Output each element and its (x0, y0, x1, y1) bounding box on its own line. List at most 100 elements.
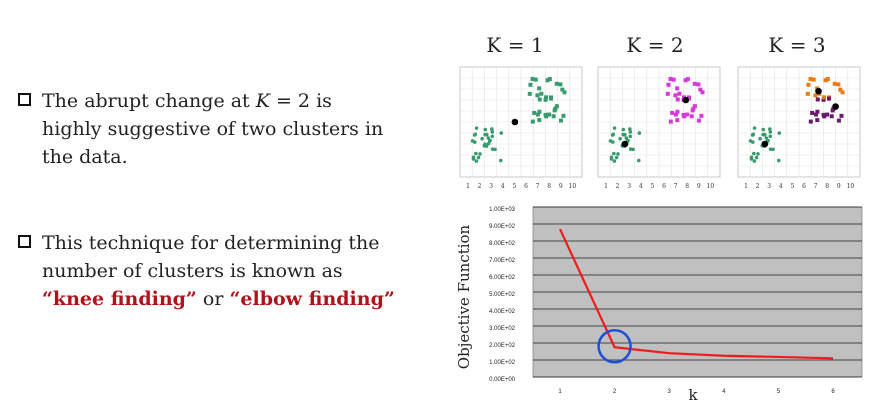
y-tick-label: 6.00E+02 (489, 275, 516, 281)
data-point (551, 114, 556, 119)
panel-title: K = 3 (768, 33, 825, 57)
data-point (827, 96, 832, 101)
bullet-line-2: number of clusters is known as (42, 260, 343, 282)
bullet-text-start: The abrupt change at (42, 90, 256, 112)
scatter-tick-label: 5 (650, 183, 654, 190)
data-point (752, 159, 757, 163)
bullet-elbow-technique: This technique for determining the numbe… (18, 229, 438, 313)
scatter-tick-label: 5 (790, 183, 794, 190)
y-tick-label: 9.00E+02 (489, 224, 516, 230)
data-point (777, 131, 782, 135)
scatter-tick-label: 4 (501, 183, 505, 190)
data-point (675, 109, 680, 114)
elbow-chart: 0.00E+00 1.00E+02 2.00E+02 3.00E+02 4.00E+02… (455, 206, 863, 404)
data-point (808, 76, 813, 81)
scatter-tick-label: 1 (604, 183, 608, 190)
centroid-marker (761, 140, 769, 148)
data-point (673, 112, 678, 117)
data-point (621, 127, 626, 132)
data-point (545, 78, 550, 83)
data-point (768, 147, 773, 151)
data-point (488, 138, 492, 143)
data-point (498, 158, 503, 163)
scatter-tick-label: 3 (627, 183, 631, 190)
scatter-tick-label: 1 (744, 183, 748, 190)
scatter-panel-k3: K = 3 1 2 3 4 5 6 7 8 9 10 (737, 33, 861, 190)
scatter-panels: K = 11 2 3 4 5 6 7 8 9 10K = 21 2 3 4 5 6 7 8 9 10K = 31 2 3… (459, 33, 861, 190)
centroid-marker (815, 87, 822, 95)
data-point (537, 109, 542, 114)
data-point (560, 87, 565, 92)
knee-finding-term: “knee finding” (42, 288, 197, 310)
data-point (815, 109, 820, 114)
data-point (626, 138, 630, 143)
data-point (675, 86, 680, 91)
data-point (533, 77, 538, 82)
bullet-line-1: This technique for determining the (42, 232, 380, 254)
data-point (813, 112, 818, 117)
panel-title: K = 1 (486, 33, 543, 57)
panel-title: K = 2 (626, 33, 683, 57)
data-point (490, 130, 495, 134)
scatter-panel-k2: K = 2 1 2 3 4 5 6 7 8 9 10 (597, 33, 721, 190)
centroid-marker (682, 96, 690, 104)
data-point (537, 97, 542, 102)
data-point (748, 139, 753, 143)
y-tick-label: 5.00E+02 (489, 292, 516, 298)
scatter-tick-label: 9 (559, 183, 563, 190)
scatter-tick-label: 4 (639, 183, 643, 190)
data-point (666, 82, 671, 87)
data-point (811, 77, 816, 82)
data-point (677, 91, 682, 96)
data-point (762, 132, 766, 137)
data-point (478, 152, 482, 156)
data-point (609, 157, 614, 161)
data-point (825, 112, 830, 117)
data-point (821, 97, 826, 102)
scatter-tick-label: 4 (779, 183, 783, 190)
bullet-text: The abrupt change at K = 2 is highly sug… (42, 87, 418, 171)
data-point (482, 143, 487, 148)
series-line (559, 228, 834, 360)
scatter-tick-label: 9 (837, 183, 841, 190)
data-point (768, 134, 773, 139)
y-axis-label: Objective Function (455, 224, 473, 369)
scatter-tick-label: 5 (512, 183, 516, 190)
data-point (530, 119, 535, 124)
data-point (764, 136, 769, 140)
y-tick-label: 0.00E+00 (489, 377, 516, 383)
scatter-tick-label: 2 (756, 183, 760, 190)
data-point (473, 132, 478, 137)
data-point (490, 134, 495, 139)
data-point (636, 158, 641, 163)
data-point (768, 130, 773, 134)
data-point (483, 127, 488, 132)
checkbox-bullet-icon (18, 235, 31, 248)
data-point (618, 136, 622, 141)
data-point (810, 110, 815, 115)
scatter-tick-label: 6 (802, 183, 806, 190)
data-point (665, 91, 670, 96)
data-point (628, 147, 633, 151)
data-point (611, 132, 616, 137)
data-point (486, 141, 491, 146)
data-point (528, 82, 533, 87)
data-point (616, 152, 620, 156)
data-point (474, 159, 479, 163)
data-point (691, 106, 696, 111)
data-point (671, 77, 676, 82)
data-point (683, 78, 688, 83)
data-point (637, 131, 642, 135)
data-point (486, 136, 491, 140)
data-point (668, 76, 673, 81)
data-point (553, 106, 558, 111)
data-point (822, 114, 827, 119)
data-point (530, 76, 535, 81)
data-point (692, 81, 697, 86)
scatter-tick-label: 10 (707, 183, 715, 190)
data-point (543, 97, 548, 102)
scatter-tick-label: 10 (569, 183, 577, 190)
data-point (547, 112, 552, 117)
data-point (562, 90, 567, 95)
data-point (476, 155, 481, 160)
